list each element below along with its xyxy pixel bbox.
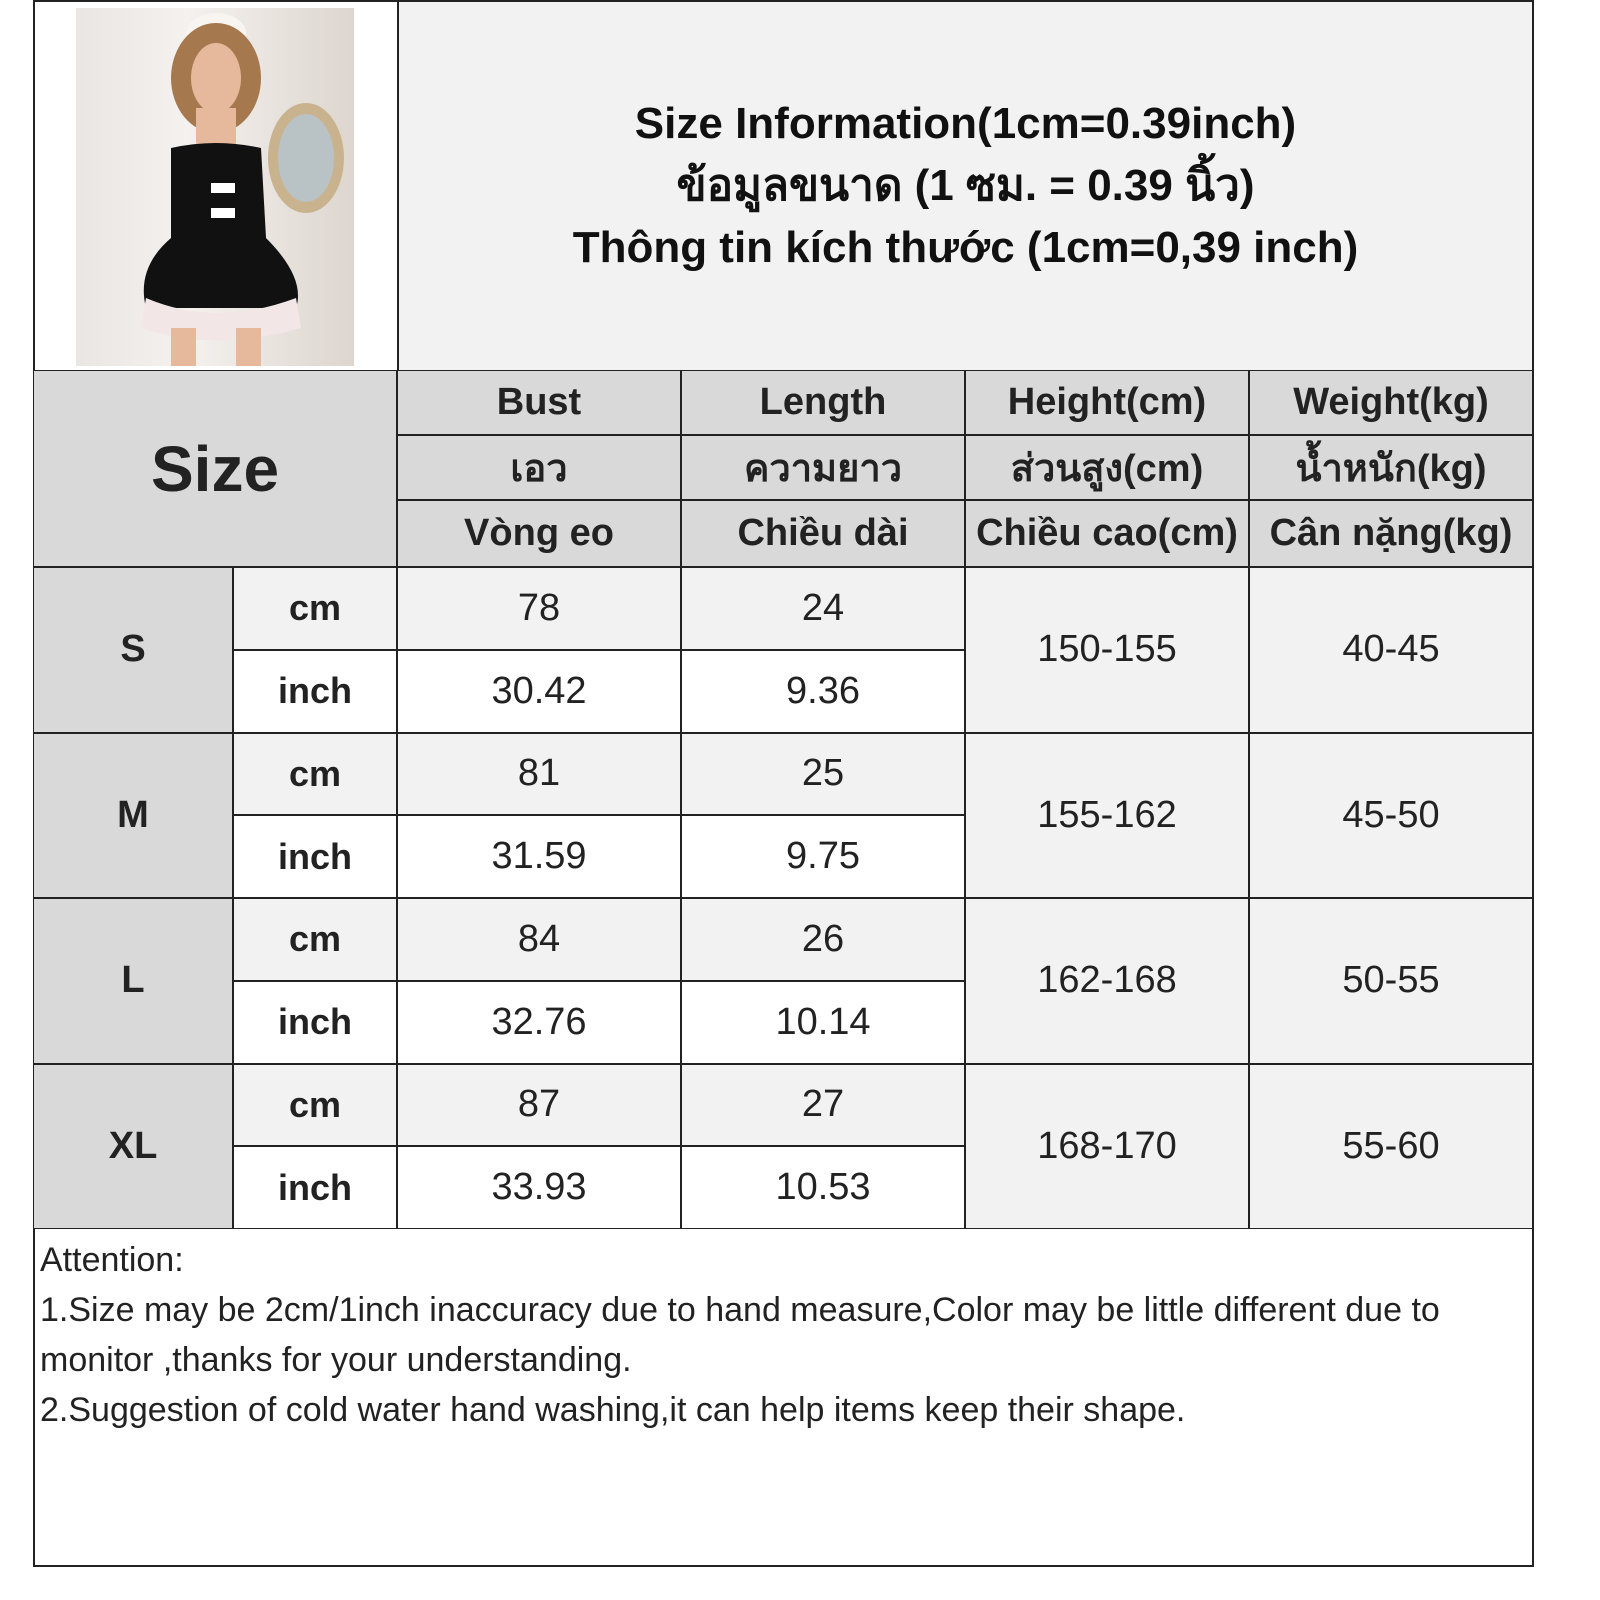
unit-cm: cm <box>233 898 397 981</box>
value-cm: 24 <box>681 567 965 650</box>
weight-range: 50-55 <box>1249 898 1533 1064</box>
value-inch: 33.93 <box>397 1146 681 1229</box>
column-header-en: Weight(kg) <box>1249 370 1533 435</box>
value-cm: 78 <box>397 567 681 650</box>
height-range: 162-168 <box>965 898 1249 1064</box>
value-inch: 10.14 <box>681 980 965 1064</box>
notes-heading: Attention: <box>40 1241 184 1279</box>
column-header-en: Bust <box>397 370 681 435</box>
title-vietnamese: Thông tin kích thước (1cm=0,39 inch) <box>572 223 1359 272</box>
column-header-en: Height(cm) <box>965 370 1249 435</box>
value-inch: 31.59 <box>397 815 681 898</box>
unit-inch: inch <box>233 815 397 898</box>
attention-notes: Attention: 1.Size may be 2cm/1inch inacc… <box>40 1235 1530 1435</box>
value-cm: 25 <box>681 732 965 816</box>
note-2: 2.Suggestion of cold water hand washing,… <box>40 1391 1186 1429</box>
value-inch: 30.42 <box>397 649 681 733</box>
height-range: 155-162 <box>965 732 1249 898</box>
height-range: 150-155 <box>965 567 1249 733</box>
weight-range: 55-60 <box>1249 1063 1533 1229</box>
column-header-th: เอว <box>397 435 681 500</box>
height-range: 168-170 <box>965 1063 1249 1229</box>
size-header: Size <box>33 370 397 567</box>
value-inch: 9.36 <box>681 649 965 733</box>
unit-cm: cm <box>233 732 397 816</box>
value-cm: 27 <box>681 1063 965 1147</box>
value-cm: 84 <box>397 898 681 981</box>
column-header-vi: Chiều dài <box>681 500 965 567</box>
unit-inch: inch <box>233 980 397 1064</box>
unit-cm: cm <box>233 567 397 650</box>
size-label: S <box>33 567 233 733</box>
column-header-vi: Cân nặng(kg) <box>1249 500 1533 567</box>
column-header-vi: Chiều cao(cm) <box>965 500 1249 567</box>
title-thai: ข้อมูลขนาด (1 ซม. = 0.39 นิ้ว) <box>676 161 1255 210</box>
column-header-vi: Vòng eo <box>397 500 681 567</box>
value-inch: 10.53 <box>681 1146 965 1229</box>
column-header-th: ส่วนสูง(cm) <box>965 435 1249 500</box>
weight-range: 45-50 <box>1249 732 1533 898</box>
column-header-th: ความยาว <box>681 435 965 500</box>
column-header-en: Length <box>681 370 965 435</box>
size-label: L <box>33 898 233 1064</box>
note-1: 1.Size may be 2cm/1inch inaccuracy due t… <box>40 1291 1440 1379</box>
size-label: XL <box>33 1063 233 1229</box>
weight-range: 40-45 <box>1249 567 1533 733</box>
value-cm: 26 <box>681 898 965 981</box>
unit-inch: inch <box>233 1146 397 1229</box>
model-in-maid-dress-image <box>141 13 344 366</box>
column-header-th: น้ำหนัก(kg) <box>1249 435 1533 500</box>
title-english: Size Information(1cm=0.39inch) <box>634 99 1297 148</box>
unit-inch: inch <box>233 649 397 733</box>
value-cm: 81 <box>397 732 681 816</box>
value-inch: 9.75 <box>681 815 965 898</box>
size-label: M <box>33 732 233 898</box>
product-photo <box>76 8 354 366</box>
unit-cm: cm <box>233 1063 397 1147</box>
value-inch: 32.76 <box>397 980 681 1064</box>
size-info-title: Size Information(1cm=0.39inch) ข้อมูลขนา… <box>397 2 1532 370</box>
value-cm: 87 <box>397 1063 681 1147</box>
